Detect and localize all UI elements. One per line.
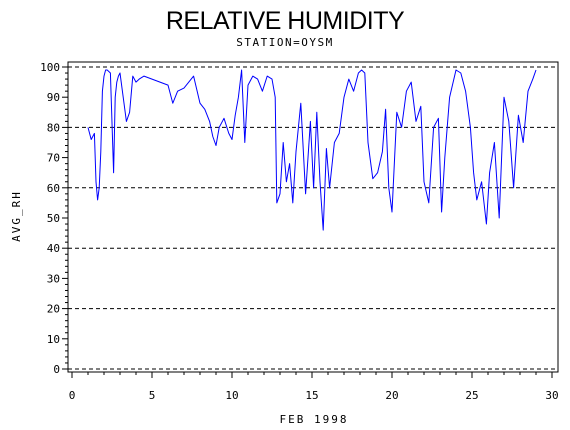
- y-tick-label: 70: [47, 152, 60, 165]
- y-tick-label: 40: [47, 242, 60, 255]
- y-tick-label: 50: [47, 212, 60, 225]
- y-tick-label: 60: [47, 182, 60, 195]
- y-tick-label: 10: [47, 333, 60, 346]
- x-tick-label: 5: [149, 389, 156, 402]
- series-group: [87, 69, 537, 231]
- y-tick-label: 0: [53, 363, 60, 376]
- y-tick-label: 80: [47, 121, 60, 134]
- y-tick-label: 90: [47, 91, 60, 104]
- plot-frame: [67, 61, 559, 373]
- y-tick-label: 30: [47, 272, 60, 285]
- x-axis: 0 5 10 15 20 25 30: [69, 372, 559, 402]
- series-line: [87, 69, 537, 231]
- chart-subtitle: STATION=OYSM: [236, 36, 333, 49]
- y-axis-label: AVG_RH: [10, 190, 23, 242]
- y-tick-label: 100: [40, 61, 60, 74]
- reference-lines: [68, 66, 558, 370]
- x-tick-label: 15: [305, 389, 318, 402]
- y-axis: 0 10 20 30 40 50 60 70 80 90 100: [40, 61, 68, 376]
- x-tick-label: 0: [69, 389, 76, 402]
- x-tick-label: 30: [545, 389, 558, 402]
- x-axis-label: FEB 1998: [280, 413, 349, 426]
- chart-title: RELATIVE HUMIDITY: [166, 7, 405, 35]
- x-tick-label: 10: [225, 389, 238, 402]
- y-tick-label: 20: [47, 303, 60, 316]
- x-tick-label: 25: [465, 389, 478, 402]
- x-tick-label: 20: [385, 389, 398, 402]
